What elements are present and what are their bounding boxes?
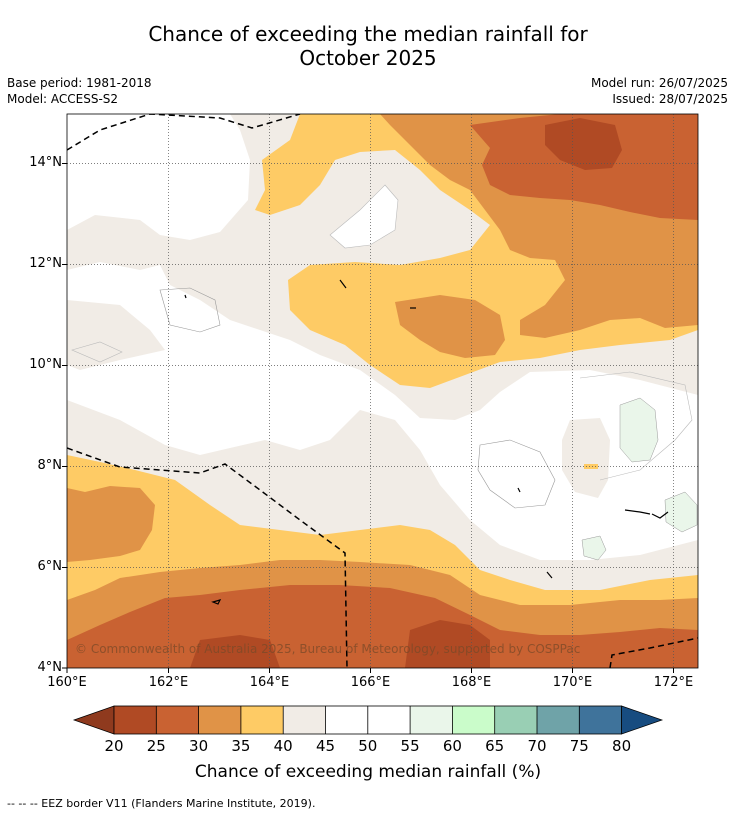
eez-footnote: -- -- -- EEZ border V11 (Flanders Marine… [7,797,316,810]
islands [184,279,669,605]
issued-date: Issued: 28/07/2025 [612,92,728,106]
contour-west [159,287,221,333]
map-frame [66,113,699,669]
colorbar-bin-25-30 [156,706,199,734]
colorbar-bin-70-75 [537,706,580,734]
colorbar-extend-low [72,705,115,735]
colorbar-tick-label: 80 [612,737,632,755]
colorbar-tick-label: 50 [358,737,378,755]
colorbar-bin-65-70 [494,706,537,734]
colorbar-tick-label: 65 [485,737,505,755]
region-30-35-west [67,486,155,562]
colorbar-bin-30-35 [198,706,241,734]
x-tick-label: 164°E [249,675,290,690]
y-tick-label: 8°N [37,458,63,473]
colorbar-tick-label: 75 [569,737,589,755]
chart-title-line2: October 2025 [299,46,437,70]
colorbar-extend-high [621,705,664,735]
colorbar-bin-75-80 [579,706,622,734]
region-30-35-middle [395,295,505,358]
region-40-45-west [67,300,165,370]
region-20-25-northeast [545,118,622,170]
colorbar-bin-35-40 [240,706,284,734]
region-50-55-north [329,184,399,249]
colorbar-bin-60-65 [452,706,495,734]
contour-central [477,439,556,509]
colorbar-bin-20-25 [114,706,157,734]
region-20-25-south [405,620,490,668]
chart-title-line1: Chance of exceeding the median rainfall … [148,22,588,46]
chart-title: Chance of exceeding the median rainfall … [0,22,736,70]
colorbar-tick-label: 55 [400,737,420,755]
colorbar-bin-40-45 [283,706,326,734]
region-55-60-east1 [619,397,659,463]
colorbar-tick-label: 70 [527,737,547,755]
colorbar-tick-label: 30 [189,737,209,755]
x-tick-label: 166°E [350,675,391,690]
base-period: Base period: 1981-2018 [7,76,152,90]
y-tick-label: 6°N [37,559,63,574]
meta-right: Model run: 26/07/2025 Issued: 28/07/2025 [591,75,728,107]
colorbar [72,705,664,735]
y-tick-label: 14°N [29,155,62,170]
y-tick-label: 4°N [37,660,63,675]
colorbar-tick-label: 20 [104,737,124,755]
y-tick-label: 10°N [29,357,62,372]
map-fill: © Commonwealth of Australia 2025, Bureau… [67,114,698,668]
region-35-40-fleck [584,464,598,469]
colorbar-tick-label: 60 [442,737,462,755]
region-55-60-east2 [664,491,698,533]
meta-left: Base period: 1981-2018 Model: ACCESS-S2 [7,75,152,107]
colorbar-tick-label: 45 [315,737,336,755]
colorbar-tick-label: 40 [273,737,293,755]
contour-east [579,371,693,481]
contour-small [71,341,123,363]
region-20-25-south2 [190,635,280,668]
copyright-text: © Commonwealth of Australia 2025, Bureau… [75,642,580,656]
model-name: Model: ACCESS-S2 [7,92,119,106]
tick-marks [62,163,674,673]
colorbar-title: Chance of exceeding median rainfall (%) [194,762,542,782]
x-tick-label: 168°E [451,675,492,690]
x-tick-label: 170°E [552,675,593,690]
x-tick-label: 172°E [653,675,694,690]
colorbar-tick-label: 35 [231,737,251,755]
gridlines [67,114,698,668]
x-tick-label: 162°E [148,675,189,690]
colorbar-tick-label: 25 [146,737,166,755]
x-tick-label: 160°E [47,675,87,690]
eez-borders [67,114,698,668]
region-55-60-east3 [581,535,607,561]
colorbar-bin-45-50 [325,706,368,734]
region-40-45-east [562,418,610,498]
colorbar-bin-50-55 [367,706,411,734]
colorbar-bin-55-60 [410,706,453,734]
y-tick-label: 12°N [29,256,62,271]
model-run: Model run: 26/07/2025 [590,76,728,90]
